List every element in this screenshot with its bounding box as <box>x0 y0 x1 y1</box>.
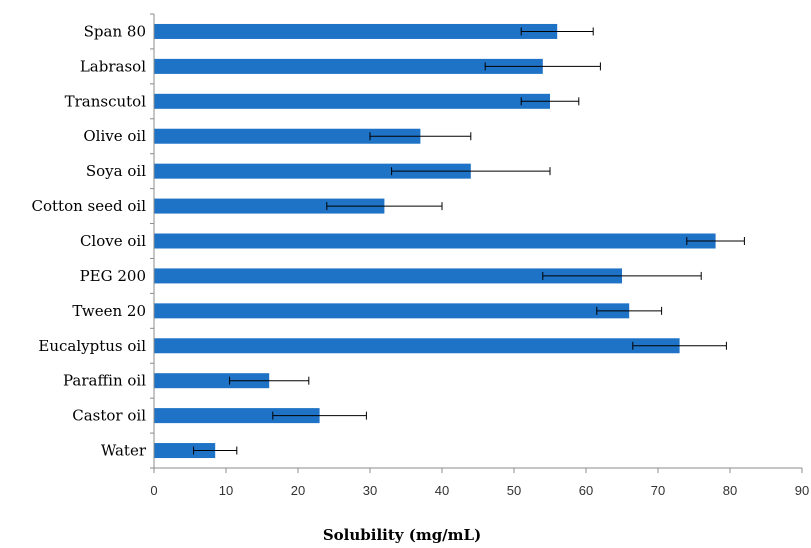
bar <box>154 443 216 459</box>
bar <box>154 268 622 284</box>
x-tick-label: 70 <box>651 483 665 498</box>
error-bar <box>520 97 580 106</box>
category-label: Transcutol <box>65 92 147 110</box>
category-label: Span 80 <box>84 22 146 40</box>
error-bars-layer <box>193 27 745 455</box>
x-tick-label: 50 <box>507 483 521 498</box>
category-label: PEG 200 <box>80 267 146 285</box>
error-bar <box>596 306 663 315</box>
x-axis-title: Solubility (mg/mL) <box>323 526 481 544</box>
bar <box>154 93 550 109</box>
x-tick-label: 80 <box>723 483 737 498</box>
category-label: Clove oil <box>80 232 146 250</box>
category-label: Paraffin oil <box>63 372 146 390</box>
bar <box>154 408 320 424</box>
bars-layer <box>154 23 716 459</box>
category-label: Castor oil <box>72 407 146 425</box>
x-tick-label: 20 <box>291 483 305 498</box>
error-bar <box>542 271 702 280</box>
error-bar <box>369 132 472 141</box>
x-tick-label: 10 <box>219 483 233 498</box>
x-ticks-layer: 0 10 20 30 40 50 60 70 80 90 <box>150 13 809 498</box>
x-tick-label: 90 <box>795 483 809 498</box>
error-bar <box>391 167 551 176</box>
error-bar <box>484 62 601 71</box>
x-tick-label: 30 <box>363 483 377 498</box>
category-label: Tween 20 <box>72 302 146 320</box>
bar <box>154 373 270 389</box>
category-label: Cotton seed oil <box>32 197 147 215</box>
category-labels-layer: Span 80 Labrasol Transcutol Olive oil Soya o… <box>32 22 147 459</box>
error-bar <box>229 376 310 385</box>
bar <box>154 338 680 354</box>
bar <box>154 128 421 144</box>
category-label: Water <box>101 442 147 460</box>
x-tick-label: 60 <box>579 483 593 498</box>
category-label: Soya oil <box>86 162 146 180</box>
x-tick-label: 0 <box>150 483 157 498</box>
error-bar <box>686 237 745 245</box>
bar <box>154 303 630 319</box>
error-bar <box>272 411 367 420</box>
error-bar <box>326 202 443 211</box>
error-bar <box>520 27 594 36</box>
category-label: Olive oil <box>83 127 146 145</box>
bar <box>154 58 543 74</box>
x-tick-label: 40 <box>435 483 449 498</box>
category-label: Eucalyptus oil <box>38 337 146 355</box>
bar <box>154 23 558 39</box>
category-label: Labrasol <box>80 57 146 75</box>
error-bar <box>193 446 238 455</box>
error-bar <box>632 341 727 350</box>
bar <box>154 233 716 249</box>
